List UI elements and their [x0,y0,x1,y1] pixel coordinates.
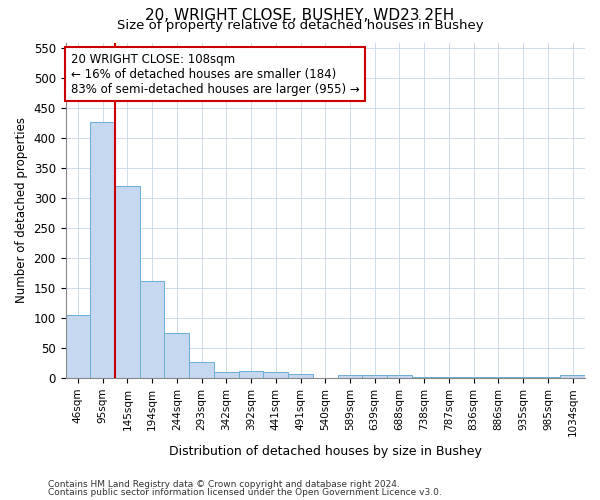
Bar [536,377,560,378]
Bar [189,362,214,378]
Text: Size of property relative to detached houses in Bushey: Size of property relative to detached ho… [116,19,484,32]
Bar [560,376,585,378]
Bar [461,377,486,378]
Bar [140,281,164,378]
Bar [90,122,115,378]
Bar [263,372,288,378]
Text: Contains HM Land Registry data © Crown copyright and database right 2024.: Contains HM Land Registry data © Crown c… [48,480,400,489]
Bar [115,186,140,378]
Bar [387,376,412,378]
Bar [362,375,387,378]
Text: Contains public sector information licensed under the Open Government Licence v3: Contains public sector information licen… [48,488,442,497]
Text: 20 WRIGHT CLOSE: 108sqm
← 16% of detached houses are smaller (184)
83% of semi-d: 20 WRIGHT CLOSE: 108sqm ← 16% of detache… [71,52,359,96]
Bar [164,333,189,378]
Bar [412,377,437,378]
Bar [511,377,536,378]
Bar [338,375,362,378]
Y-axis label: Number of detached properties: Number of detached properties [15,117,28,303]
Bar [239,370,263,378]
Bar [437,377,461,378]
Bar [214,372,239,378]
Bar [65,315,90,378]
Bar [288,374,313,378]
Bar [486,377,511,378]
Text: 20, WRIGHT CLOSE, BUSHEY, WD23 2FH: 20, WRIGHT CLOSE, BUSHEY, WD23 2FH [145,8,455,22]
X-axis label: Distribution of detached houses by size in Bushey: Distribution of detached houses by size … [169,444,482,458]
